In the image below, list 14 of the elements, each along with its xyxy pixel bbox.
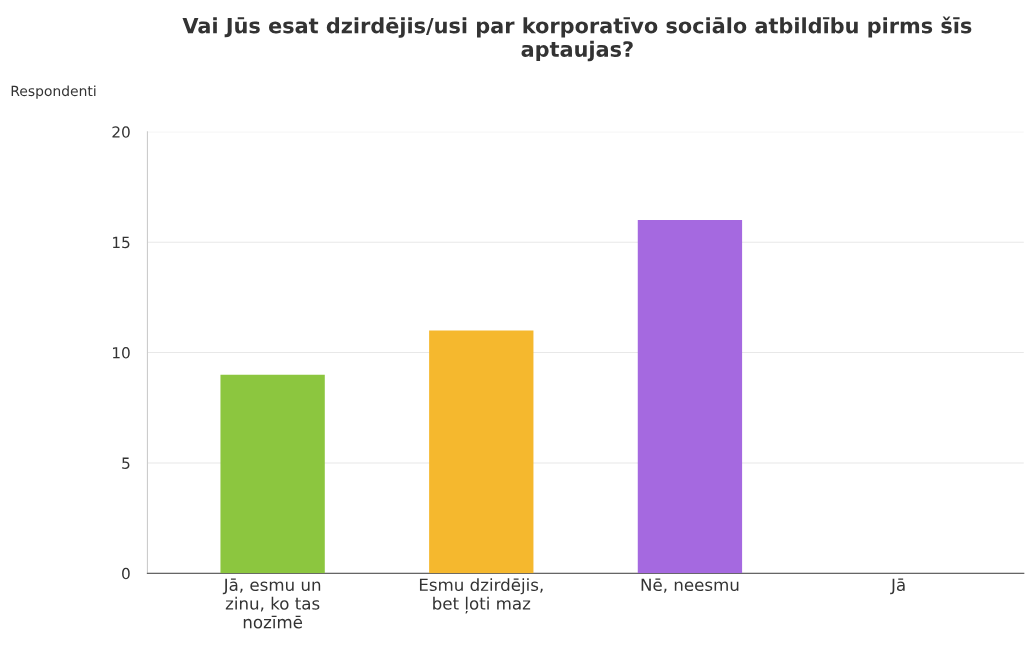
bar bbox=[429, 330, 534, 574]
chart-title: Vai Jūs esat dzirdējis/usi par korporatīvo sociālo atbildību pirms šīs aptaujas? bbox=[182, 16, 972, 62]
y-tick-label: 5 bbox=[122, 457, 130, 469]
x-tick-label: Jā, esmu un zinu, ko tas nozīmē bbox=[222, 578, 321, 629]
y-tick-label: 10 bbox=[113, 347, 130, 359]
y-tick-label: 15 bbox=[113, 236, 130, 249]
x-tick-label: Nē, neesmu bbox=[641, 578, 739, 593]
y-tick-label: 20 bbox=[112, 126, 130, 138]
bar bbox=[637, 220, 743, 574]
x-tick-label: Esmu dzirdējis, bet ļoti maz bbox=[419, 578, 543, 614]
bar bbox=[220, 374, 325, 574]
y-axis-title: Respondenti bbox=[11, 85, 96, 99]
x-tick-label: Jā bbox=[890, 578, 905, 595]
y-tick-label: 0 bbox=[122, 567, 130, 580]
